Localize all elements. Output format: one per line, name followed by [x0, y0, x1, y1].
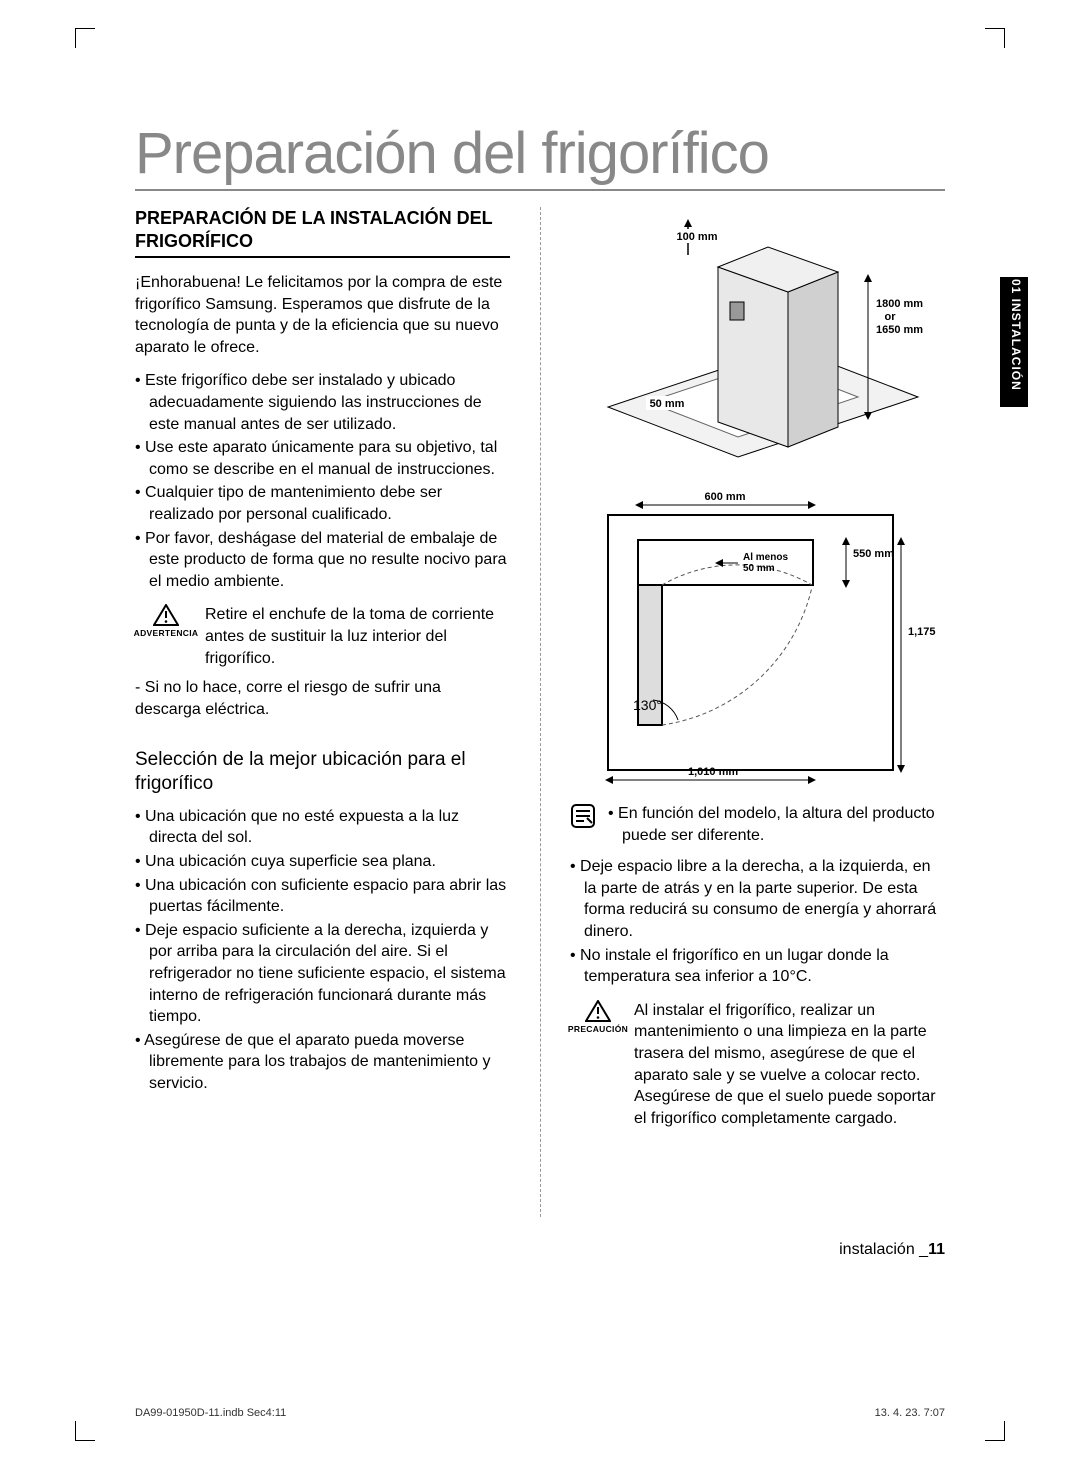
note-icon-wrap [570, 803, 600, 848]
right-column: 01 INSTALACIÓN 100 mm [570, 207, 945, 1217]
caution-label: PRECAUCIÓN [568, 1024, 628, 1034]
svg-text:1800 mm: 1800 mm [876, 298, 923, 310]
list-item: Cualquier tipo de mantenimiento debe ser… [135, 482, 510, 525]
svg-text:or: or [884, 311, 896, 323]
bullet-list-2: Una ubicación que no esté expuesta a la … [135, 806, 510, 1095]
list-item: No instale el frigorífico en un lugar do… [570, 945, 945, 988]
svg-text:1650 mm: 1650 mm [876, 324, 923, 336]
warning-callout: ADVERTENCIA Retire el enchufe de la toma… [135, 604, 510, 669]
warning-label: ADVERTENCIA [134, 628, 199, 638]
print-date: 13. 4. 23. 7:07 [875, 1407, 945, 1419]
svg-text:1,010 mm: 1,010 mm [688, 766, 738, 778]
list-item: Una ubicación cuya superficie sea plana. [135, 851, 510, 873]
footer-page-number: 11 [928, 1241, 945, 1258]
svg-text:100 mm: 100 mm [676, 231, 717, 243]
section-tab-text: 01 INSTALACIÓN [1009, 279, 1023, 391]
note-callout: En función del modelo, la altura del pro… [570, 803, 945, 848]
list-item: Una ubicación con suficiente espacio par… [135, 875, 510, 918]
two-column-layout: PREPARACIÓN DE LA INSTALACIÓN DEL FRIGOR… [135, 207, 945, 1217]
warning-icon-wrap: ADVERTENCIA [135, 604, 197, 669]
column-divider [540, 207, 541, 1217]
page-content: Preparación del frigorífico PREPARACIÓN … [135, 120, 945, 1259]
page-footer: instalación _11 [135, 1241, 945, 1259]
list-item: Deje espacio libre a la derecha, a la iz… [570, 856, 945, 942]
svg-text:600 mm: 600 mm [704, 491, 745, 503]
list-item: Use este aparato únicamente para su obje… [135, 437, 510, 480]
note-icon [570, 803, 596, 829]
list-item: Deje espacio suficiente a la derecha, iz… [135, 920, 510, 1028]
warning-tail: - Si no lo hace, corre el riesgo de sufr… [135, 677, 510, 720]
note-bullet-wrap: En función del modelo, la altura del pro… [608, 803, 945, 848]
intro-paragraph: ¡Enhorabuena! Le felicitamos por la comp… [135, 272, 510, 358]
list-item: Asegúrese de que el aparato pueda movers… [135, 1030, 510, 1095]
clearance-diagram-3d: 100 mm 50 mm 1800 mm or 1650 mm [578, 207, 938, 467]
list-item: Por favor, deshágase del material de emb… [135, 528, 510, 593]
print-footer: DA99-01950D-11.indb Sec4:11 13. 4. 23. 7… [135, 1407, 945, 1419]
footer-label: instalación _ [839, 1241, 928, 1258]
svg-text:550 mm: 550 mm [853, 548, 894, 560]
svg-text:130°: 130° [633, 697, 662, 713]
bullet-list-1: Este frigorífico debe ser instalado y ub… [135, 370, 510, 592]
main-title: Preparación del frigorífico [135, 120, 945, 191]
note-bullet: En función del modelo, la altura del pro… [608, 803, 945, 846]
section-heading: PREPARACIÓN DE LA INSTALACIÓN DEL FRIGOR… [135, 207, 510, 258]
warning-icon [153, 604, 179, 626]
caution-callout: PRECAUCIÓN Al instalar el frigorífico, r… [570, 1000, 945, 1130]
svg-text:1,175 mm: 1,175 mm [908, 626, 938, 638]
sub-heading: Selección de la mejor ubicación para el … [135, 748, 510, 796]
caution-icon [585, 1000, 611, 1022]
caution-text: Al instalar el frigorífico, realizar un … [634, 1000, 945, 1130]
list-item: Este frigorífico debe ser instalado y ub… [135, 370, 510, 435]
list-item: Una ubicación que no esté expuesta a la … [135, 806, 510, 849]
left-column: PREPARACIÓN DE LA INSTALACIÓN DEL FRIGOR… [135, 207, 510, 1217]
warning-text: Retire el enchufe de la toma de corrient… [205, 604, 510, 669]
caution-icon-wrap: PRECAUCIÓN [570, 1000, 626, 1034]
clearance-diagram-top: 600 mm 550 mm 1,175 mm Al menos50 mm 130… [578, 485, 938, 785]
bullet-list-right: Deje espacio libre a la derecha, a la iz… [570, 856, 945, 988]
print-file: DA99-01950D-11.indb Sec4:11 [135, 1407, 286, 1419]
svg-text:50 mm: 50 mm [649, 398, 684, 410]
